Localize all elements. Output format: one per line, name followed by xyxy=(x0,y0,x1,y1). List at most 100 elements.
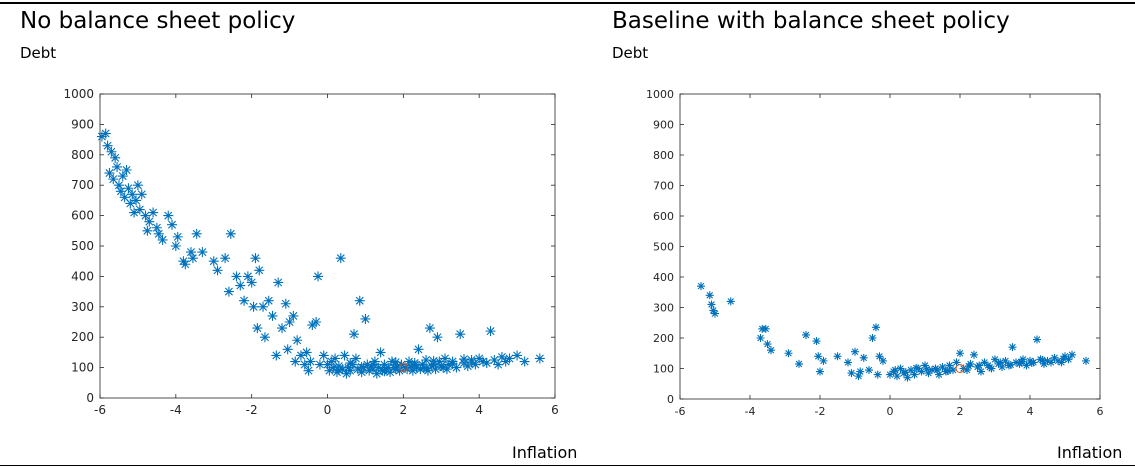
data-point xyxy=(434,356,445,367)
data-point xyxy=(142,225,153,236)
data-point xyxy=(208,256,219,267)
data-point xyxy=(998,362,1006,371)
data-point xyxy=(1033,335,1041,344)
x-tick-label: -2 xyxy=(246,403,258,417)
data-point xyxy=(430,364,441,375)
data-point xyxy=(335,253,346,264)
steady-state-point xyxy=(955,364,965,373)
data-point xyxy=(104,168,115,179)
data-point xyxy=(153,228,164,239)
data-point xyxy=(413,344,424,355)
data-point xyxy=(421,363,432,374)
data-point xyxy=(819,356,828,365)
y-tick-label: 500 xyxy=(653,241,674,254)
data-point xyxy=(301,347,312,358)
data-point xyxy=(136,189,147,200)
data-point xyxy=(369,356,380,367)
data-point xyxy=(886,370,894,379)
data-point xyxy=(767,346,775,355)
data-point xyxy=(996,358,1005,367)
panel-right-ylabel: Debt xyxy=(612,44,649,62)
data-point xyxy=(922,365,931,374)
data-point xyxy=(288,310,299,321)
data-point xyxy=(970,350,978,359)
data-point xyxy=(980,358,989,367)
data-point xyxy=(252,323,263,334)
data-point xyxy=(844,358,852,367)
data-point xyxy=(802,330,810,339)
data-point xyxy=(421,355,432,365)
data-point xyxy=(157,234,168,245)
x-tick-label: 4 xyxy=(1027,405,1034,418)
data-point xyxy=(273,277,284,288)
data-point xyxy=(333,365,344,376)
x-tick-label: 2 xyxy=(957,405,964,418)
data-point xyxy=(313,271,324,282)
data-point xyxy=(943,366,952,375)
data-point xyxy=(231,271,242,282)
data-point xyxy=(404,356,415,367)
y-tick-label: 400 xyxy=(71,269,94,283)
data-point xyxy=(337,364,348,375)
data-point xyxy=(280,298,291,309)
data-point xyxy=(977,367,985,376)
y-tick-label: 200 xyxy=(71,330,94,344)
x-tick-label: 6 xyxy=(551,403,559,417)
data-point xyxy=(1008,343,1017,352)
y-tick-label: 500 xyxy=(71,239,94,253)
data-point xyxy=(697,282,705,291)
data-point xyxy=(935,370,943,379)
data-point xyxy=(258,301,269,312)
data-point xyxy=(847,369,856,378)
data-point xyxy=(893,372,901,381)
data-point xyxy=(254,265,265,276)
data-point xyxy=(354,295,365,306)
data-point xyxy=(303,365,314,376)
y-tick-label: 900 xyxy=(71,117,94,131)
data-point xyxy=(271,350,282,361)
data-point xyxy=(459,354,469,365)
y-tick-label: 0 xyxy=(667,393,674,406)
data-point xyxy=(220,253,231,264)
y-tick-label: 600 xyxy=(653,210,674,223)
data-point xyxy=(1027,359,1036,368)
data-point xyxy=(295,350,306,361)
data-point xyxy=(379,366,390,377)
data-point xyxy=(314,359,325,370)
data-point xyxy=(259,332,270,343)
data-point xyxy=(933,366,942,375)
data-series xyxy=(96,128,545,379)
data-point xyxy=(924,369,933,378)
data-point xyxy=(761,324,770,333)
data-point xyxy=(123,183,134,194)
x-tick-label: 6 xyxy=(1097,405,1104,418)
data-point xyxy=(263,295,274,306)
panel-right-xlabel: Inflation xyxy=(1057,443,1123,462)
data-point xyxy=(394,365,405,376)
data-point xyxy=(178,256,189,267)
data-point xyxy=(377,365,388,376)
y-tick-label: 0 xyxy=(86,391,94,405)
data-point xyxy=(349,329,360,340)
x-tick-label: 0 xyxy=(324,403,332,417)
data-point xyxy=(151,222,162,233)
data-point xyxy=(172,231,183,242)
data-point xyxy=(415,364,426,375)
data-point xyxy=(248,301,259,312)
data-point xyxy=(282,344,293,355)
data-point xyxy=(1036,355,1045,364)
data-point xyxy=(1038,355,1047,364)
data-point xyxy=(102,140,113,151)
data-point xyxy=(991,355,999,364)
y-tick-label: 100 xyxy=(71,361,94,375)
data-point xyxy=(963,366,971,375)
data-point xyxy=(504,353,515,364)
x-tick-label: 0 xyxy=(887,405,894,418)
data-point xyxy=(187,253,198,264)
data-point xyxy=(170,241,181,251)
data-point xyxy=(1064,355,1073,364)
data-point xyxy=(1057,358,1066,367)
y-tick-label: 900 xyxy=(653,119,674,132)
data-point xyxy=(345,358,356,369)
y-tick-label: 800 xyxy=(71,148,94,162)
